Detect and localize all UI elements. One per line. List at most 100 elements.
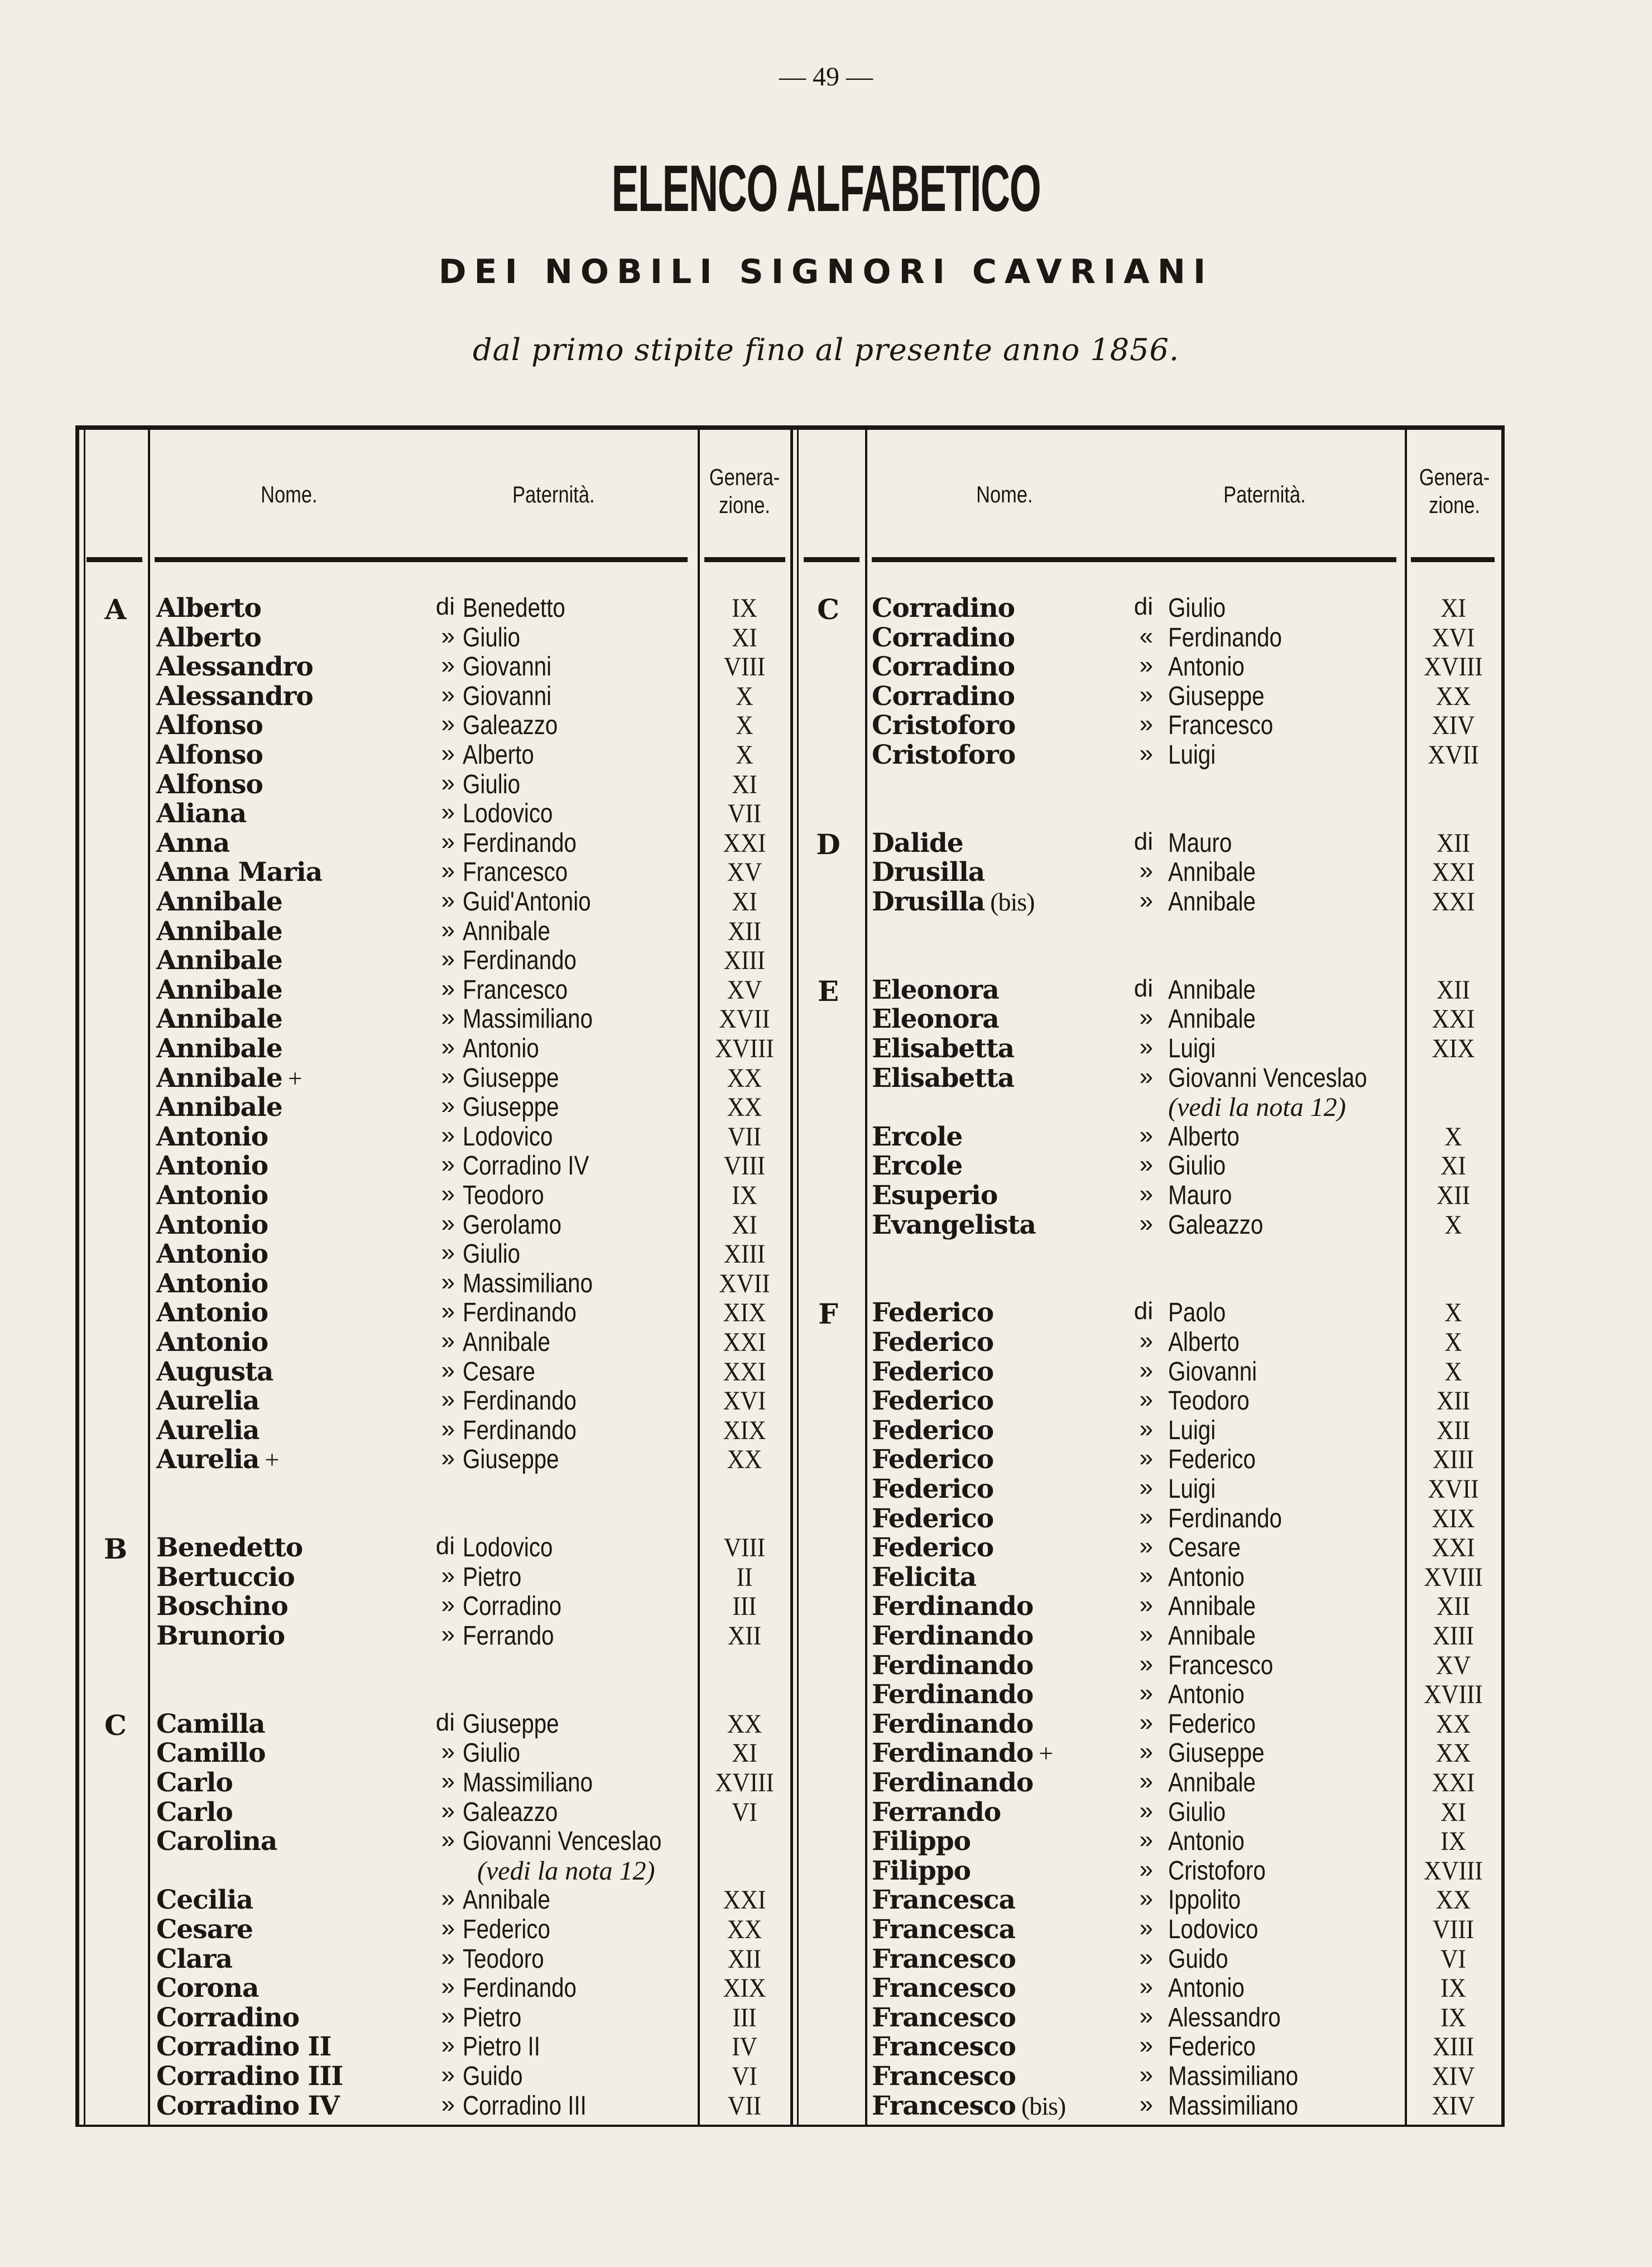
name-qualifier: (bis) [990, 888, 1035, 916]
generation-number: XIII [1432, 1445, 1475, 1475]
paternity-name: Annibale [1168, 1592, 1256, 1622]
paternity-prefix: di [435, 593, 455, 620]
page-tagline: dal primo stipite fino al presente anno … [472, 332, 1180, 367]
paternity-prefix: » [1139, 1532, 1153, 1560]
person-name: Bertuccio [156, 1561, 295, 1593]
person-name: Antonio [156, 1151, 268, 1182]
generation-number: VI [732, 1797, 757, 1827]
paternity-prefix: » [1139, 1855, 1153, 1883]
paternity-prefix: » [1139, 1885, 1153, 1913]
generation-number: X [736, 740, 753, 770]
person-name: Federico [872, 1297, 994, 1329]
person-name: Alfonso [156, 769, 263, 800]
column-divider [698, 430, 700, 2127]
paternity-name: Massimiliano [463, 1004, 593, 1034]
generation-number: XVIII [1424, 1562, 1483, 1592]
generation-number: XIX [723, 1415, 766, 1445]
generation-number: XXI [723, 1357, 766, 1387]
paternity-name: Giulio [463, 1239, 521, 1269]
generation-number: VI [732, 2062, 757, 2091]
generation-number: IX [1440, 1827, 1466, 1857]
paternity-name: Alessandro [1168, 2002, 1281, 2033]
generation-number: XX [727, 1915, 762, 1944]
paternity-name: Giovanni [463, 681, 552, 711]
paternity-prefix: » [1139, 886, 1153, 914]
person-name: Corona [156, 1973, 259, 2004]
generation-number: XI [1440, 593, 1466, 623]
header-generation-left: Genera-zione. [700, 463, 789, 519]
person-name: Aurelia + [156, 1444, 279, 1475]
generation-number: IX [1440, 2002, 1466, 2033]
paternity-name: Giovanni Venceslao [463, 1827, 662, 1857]
generation-number: VII [728, 799, 761, 829]
paternity-prefix: » [441, 974, 455, 1002]
paternity-name: Cesare [463, 1357, 535, 1387]
person-name: Dalide [872, 827, 964, 859]
page-title: ELENCO ALFABETICO [0, 151, 1652, 227]
generation-number: XI [732, 1210, 757, 1240]
person-name: Federico [872, 1356, 994, 1387]
person-name: Francesco [872, 1973, 1016, 2004]
person-name: Corradino [872, 680, 1015, 712]
paternity-name: Giuseppe [463, 1709, 559, 1739]
paternity-prefix: » [1139, 1415, 1153, 1442]
person-name: Annibale [156, 1092, 283, 1123]
paternity-name: Corradino III [463, 2091, 587, 2121]
header-label: Nome. [976, 481, 1033, 507]
generation-number: XXI [723, 1327, 766, 1357]
paternity-name: Massimiliano [1168, 2062, 1299, 2091]
person-name: Antonio [156, 1297, 268, 1329]
generation-number: XX [727, 1709, 762, 1739]
paternity-prefix: » [441, 1209, 455, 1237]
person-name: Antonio [156, 1239, 268, 1270]
paternity-name: Ferdinando [463, 1298, 577, 1328]
paternity-name: Giulio [1168, 1797, 1226, 1827]
person-name: Ferdinando [872, 1650, 1034, 1681]
paternity-name: Annibale [1168, 1768, 1256, 1798]
person-name: Anna Maria [156, 857, 323, 888]
person-name: Cristoforo [872, 710, 1016, 741]
generation-number: XII [1437, 1592, 1470, 1622]
person-name: Federico [872, 1444, 994, 1475]
header-paternity-right: Paternità. [1209, 481, 1320, 508]
paternity-prefix: » [1139, 1033, 1153, 1061]
paternity-prefix: » [441, 886, 455, 914]
paternity-name: Pietro [463, 2002, 522, 2033]
paternity-prefix: « [1139, 622, 1153, 650]
paternity-prefix: » [441, 1151, 455, 1178]
person-name: Federico [872, 1327, 994, 1358]
generation-number: XI [732, 887, 757, 917]
paternity-prefix: » [1139, 1650, 1153, 1678]
person-name: Drusilla (bis) [872, 886, 1035, 917]
person-name: Alberto [156, 622, 262, 653]
person-name: Federico [872, 1503, 994, 1534]
generation-number: XI [732, 622, 757, 653]
generation-number: VIII [723, 1151, 766, 1181]
paternity-name: Galeazzo [463, 711, 558, 741]
person-name: Francesco (bis) [872, 2090, 1066, 2121]
generation-number: XVII [1428, 740, 1479, 770]
generation-number: XI [732, 769, 757, 799]
paternity-prefix: » [1139, 1121, 1153, 1149]
column-divider [1405, 430, 1407, 2127]
person-name: Annibale + [156, 1062, 302, 1094]
paternity-name: Massimiliano [463, 1768, 593, 1798]
paternity-name: Annibale [463, 1885, 550, 1915]
generation-number: XVI [1432, 622, 1475, 653]
paternity-name: Mauro [1168, 1181, 1232, 1210]
paternity-prefix: » [441, 1092, 455, 1120]
person-name: Evangelista [872, 1209, 1036, 1240]
generation-number: IV [732, 2032, 757, 2062]
header-label: Paternità. [512, 481, 595, 507]
generation-number: VIII [1432, 1915, 1475, 1944]
paternity-prefix: » [441, 1621, 455, 1648]
paternity-prefix: » [441, 1885, 455, 1913]
paternity-name: Giuseppe [463, 1092, 559, 1123]
paternity-prefix: » [441, 1327, 455, 1354]
generation-number: XII [728, 916, 761, 946]
paternity-prefix: » [1139, 1386, 1153, 1413]
paternity-name: Giulio [1168, 1151, 1226, 1181]
paternity-prefix: di [1134, 1297, 1153, 1325]
person-name: Alessandro [156, 680, 314, 712]
person-name: Camillo [156, 1738, 266, 1769]
